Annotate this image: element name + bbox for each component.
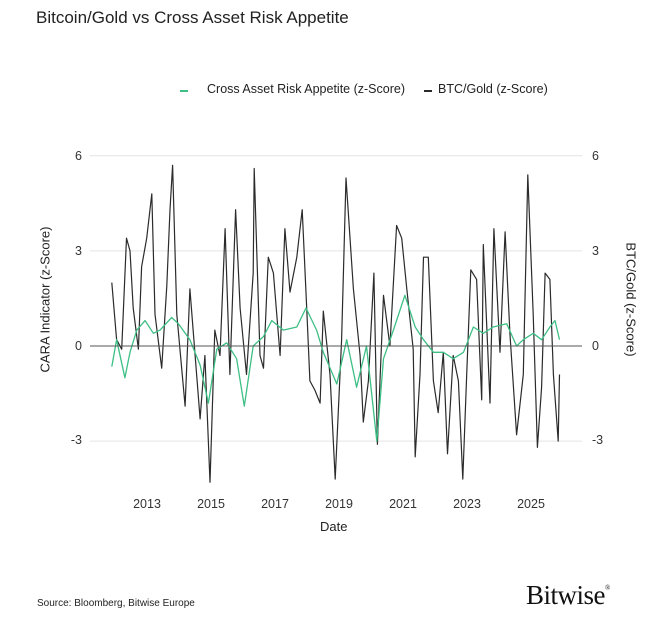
y-tick-right: 3 (592, 244, 599, 258)
x-tick: 2025 (517, 497, 545, 511)
x-tick: 2023 (453, 497, 481, 511)
legend-label-btc-gold: BTC/Gold (z-Score) (438, 82, 548, 96)
registered-mark: ® (605, 584, 610, 592)
y-axis-right-label: BTC/Gold (z-Score) (623, 242, 639, 357)
x-axis-label: Date (320, 519, 348, 534)
series-line-cara (111, 294, 561, 442)
logo-text: Bitwise (526, 580, 606, 610)
x-tick: 2013 (133, 497, 161, 511)
x-tick: 2021 (389, 497, 417, 511)
series-line-btc-gold (111, 164, 561, 483)
legend-swatch-btc-gold (424, 90, 432, 92)
x-tick: 2017 (261, 497, 289, 511)
y-tick-left: 6 (75, 149, 82, 163)
x-tick: 2015 (197, 497, 225, 511)
y-axis-left-label: CARA Indicator (z-Score) (37, 226, 53, 373)
bitwise-logo: Bitwise® (526, 580, 610, 611)
y-tick-left: 0 (75, 339, 82, 353)
x-tick: 2019 (325, 497, 353, 511)
y-tick-right: 0 (592, 339, 599, 353)
y-tick-left: -3 (70, 433, 82, 447)
y-tick-right: 6 (592, 149, 599, 163)
y-tick-left: 3 (75, 244, 82, 258)
source-note: Source: Bloomberg, Bitwise Europe (37, 598, 195, 609)
chart-title: Bitcoin/Gold vs Cross Asset Risk Appetit… (36, 8, 349, 27)
y-tick-right: -3 (592, 433, 604, 447)
legend-swatch-cara (180, 90, 188, 92)
legend-label-cara: Cross Asset Risk Appetite (z-Score) (207, 82, 405, 96)
